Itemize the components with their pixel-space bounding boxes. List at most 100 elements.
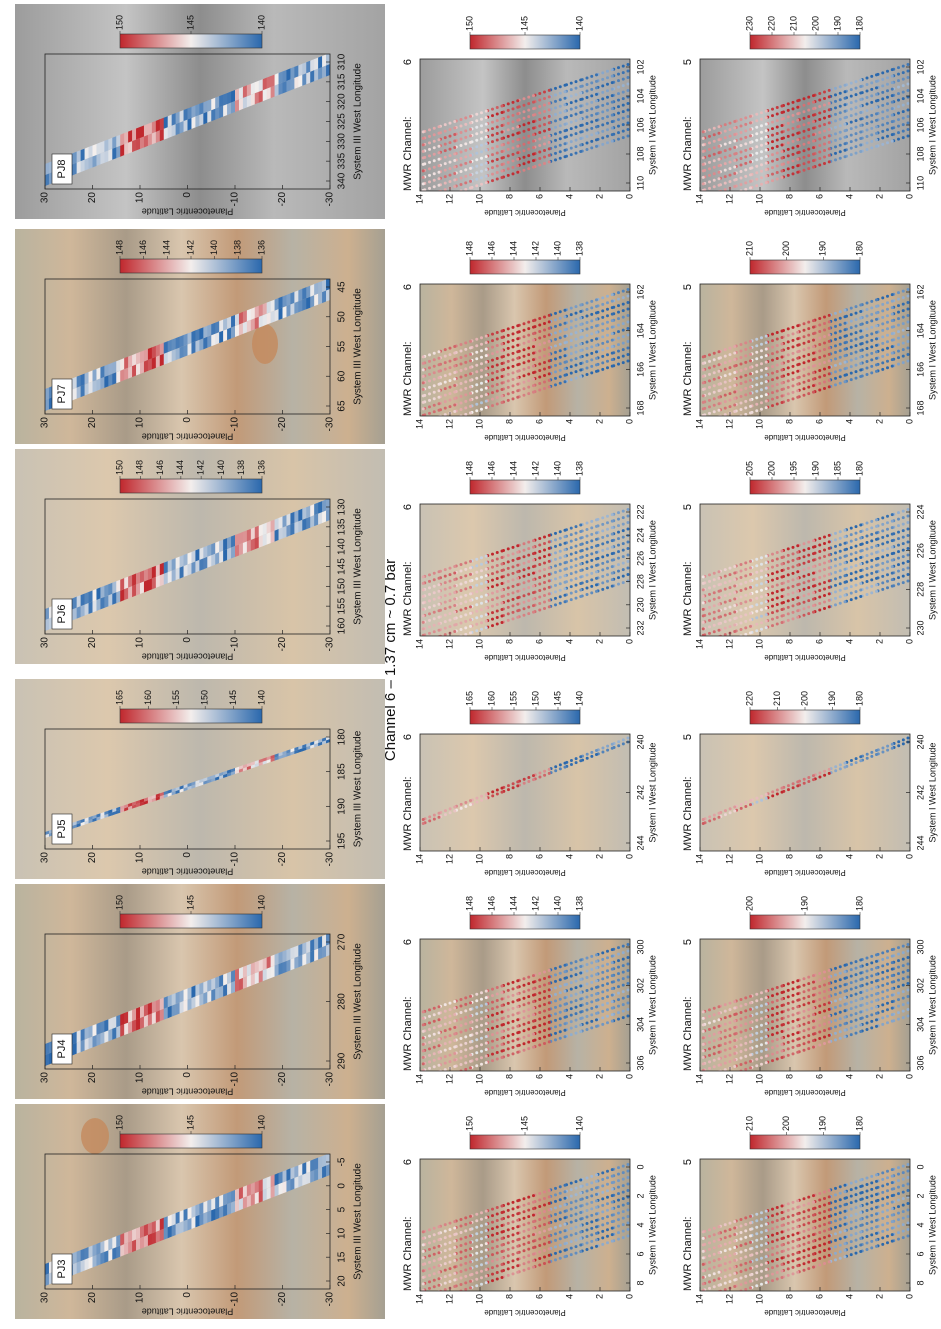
footprint-segment (547, 122, 567, 131)
footprint-segment (500, 1225, 520, 1234)
footprint-segment (859, 118, 878, 128)
swath-cell (314, 742, 319, 748)
y-tick-label: 20 (87, 852, 98, 864)
footprint-segment (516, 113, 535, 122)
footprint-segment (453, 114, 472, 124)
footprint-segment (500, 330, 520, 339)
footprint-segment (796, 1013, 815, 1022)
footprint-segment (579, 1212, 598, 1221)
swath-cell (191, 1216, 196, 1229)
footprint-segment (563, 323, 583, 332)
swath-cell (163, 561, 169, 574)
footprint-segment (547, 765, 567, 775)
swath-cell (195, 779, 200, 785)
footprint-segment (595, 319, 614, 328)
footprint-segment (579, 985, 598, 995)
footprint-segment (532, 598, 551, 608)
footprint-segment (421, 815, 441, 825)
footprint-segment (610, 508, 630, 517)
swath-cell (183, 1219, 188, 1233)
panel-label-box (51, 153, 73, 185)
x-tick-label: -5 (337, 1157, 348, 1166)
swath-cell (298, 954, 303, 968)
swath-cell (104, 139, 109, 152)
swath-cell (108, 1017, 113, 1031)
x-axis-label: System I West Longitude (647, 520, 657, 620)
footprint-segment (796, 1026, 815, 1035)
swath-cell (163, 341, 169, 354)
swath-cell (231, 545, 236, 559)
footprint-segment (547, 989, 567, 998)
footprint-segment (500, 389, 520, 398)
swath-cell (147, 1222, 153, 1235)
footprint-segment (500, 337, 520, 346)
footprint-segment (890, 115, 910, 124)
swath-cell (274, 753, 279, 758)
swath-cell (112, 1236, 117, 1249)
swath-cell (88, 1025, 93, 1039)
y-tick-label: -30 (325, 192, 336, 207)
x-tick-label: 320 (337, 93, 348, 110)
swath-cell (104, 364, 109, 377)
footprint-segment (421, 576, 441, 585)
footprint-segment (780, 356, 800, 365)
footprint-segment (843, 978, 863, 987)
footprint-segment (500, 144, 520, 153)
swath-cell (136, 126, 141, 140)
footprint-segment (516, 1039, 535, 1048)
swath-cell (322, 945, 327, 959)
swath-cell (326, 1154, 330, 1166)
swath-cell (302, 73, 307, 86)
swath-cell (211, 977, 216, 991)
footprint-segment (532, 95, 551, 104)
footprint-segment (827, 548, 847, 557)
footprint-segment (890, 982, 910, 991)
footprint-segment (733, 579, 752, 588)
footprint-segment (749, 399, 768, 408)
footprint-segment (843, 1204, 863, 1213)
footprint-segment (717, 1006, 737, 1015)
footprint-segment (563, 1010, 583, 1019)
swath-cell (290, 747, 295, 753)
footprint-segment (780, 1257, 800, 1266)
footprint-segment (563, 965, 583, 974)
swath-cell (254, 971, 260, 985)
footprint-segment (547, 1235, 567, 1244)
swath-cell (242, 976, 248, 989)
footprint-segment (532, 1221, 551, 1230)
colorbar-tick-label: 142 (530, 241, 540, 256)
x-axis-label: System I West Longitude (927, 955, 937, 1055)
footprint-segment (579, 1244, 598, 1254)
footprint-segment (780, 369, 800, 378)
swath-cell (298, 1163, 303, 1177)
footprint-segment (610, 566, 630, 575)
y-tick-label: 12 (724, 1074, 734, 1084)
swath-cell (132, 1239, 137, 1253)
footprint-segment (764, 110, 784, 120)
y-tick-label: 2 (594, 1294, 604, 1299)
swath-cell (286, 1179, 291, 1192)
footprint-segment (749, 587, 768, 596)
footprint-segment (563, 991, 583, 1000)
swath-cell (306, 940, 311, 954)
x-axis-label: System I West Longitude (927, 300, 937, 400)
footprint-segment (563, 588, 583, 597)
footprint-segment (875, 1174, 894, 1183)
footprint-segment (469, 168, 488, 177)
swath-cell (120, 1024, 125, 1037)
swath-cell (124, 1231, 129, 1245)
footprint-segment (563, 1230, 583, 1239)
footprint-segment (717, 403, 737, 412)
swath-cell (294, 521, 299, 534)
footprint-segment (563, 569, 583, 578)
colorbar-tick-label: 150 (200, 690, 210, 705)
footprint-segment (610, 314, 630, 323)
swath-cell (132, 804, 137, 809)
footprint-segment (717, 565, 737, 574)
y-axis-label: Planetocentric Latitude (484, 433, 566, 442)
footprint-segment (500, 1024, 520, 1033)
swath-cell (246, 1194, 252, 1208)
swath-cell (80, 148, 85, 162)
footprint-segment (421, 1290, 441, 1291)
y-tick-label: 14 (694, 639, 704, 649)
